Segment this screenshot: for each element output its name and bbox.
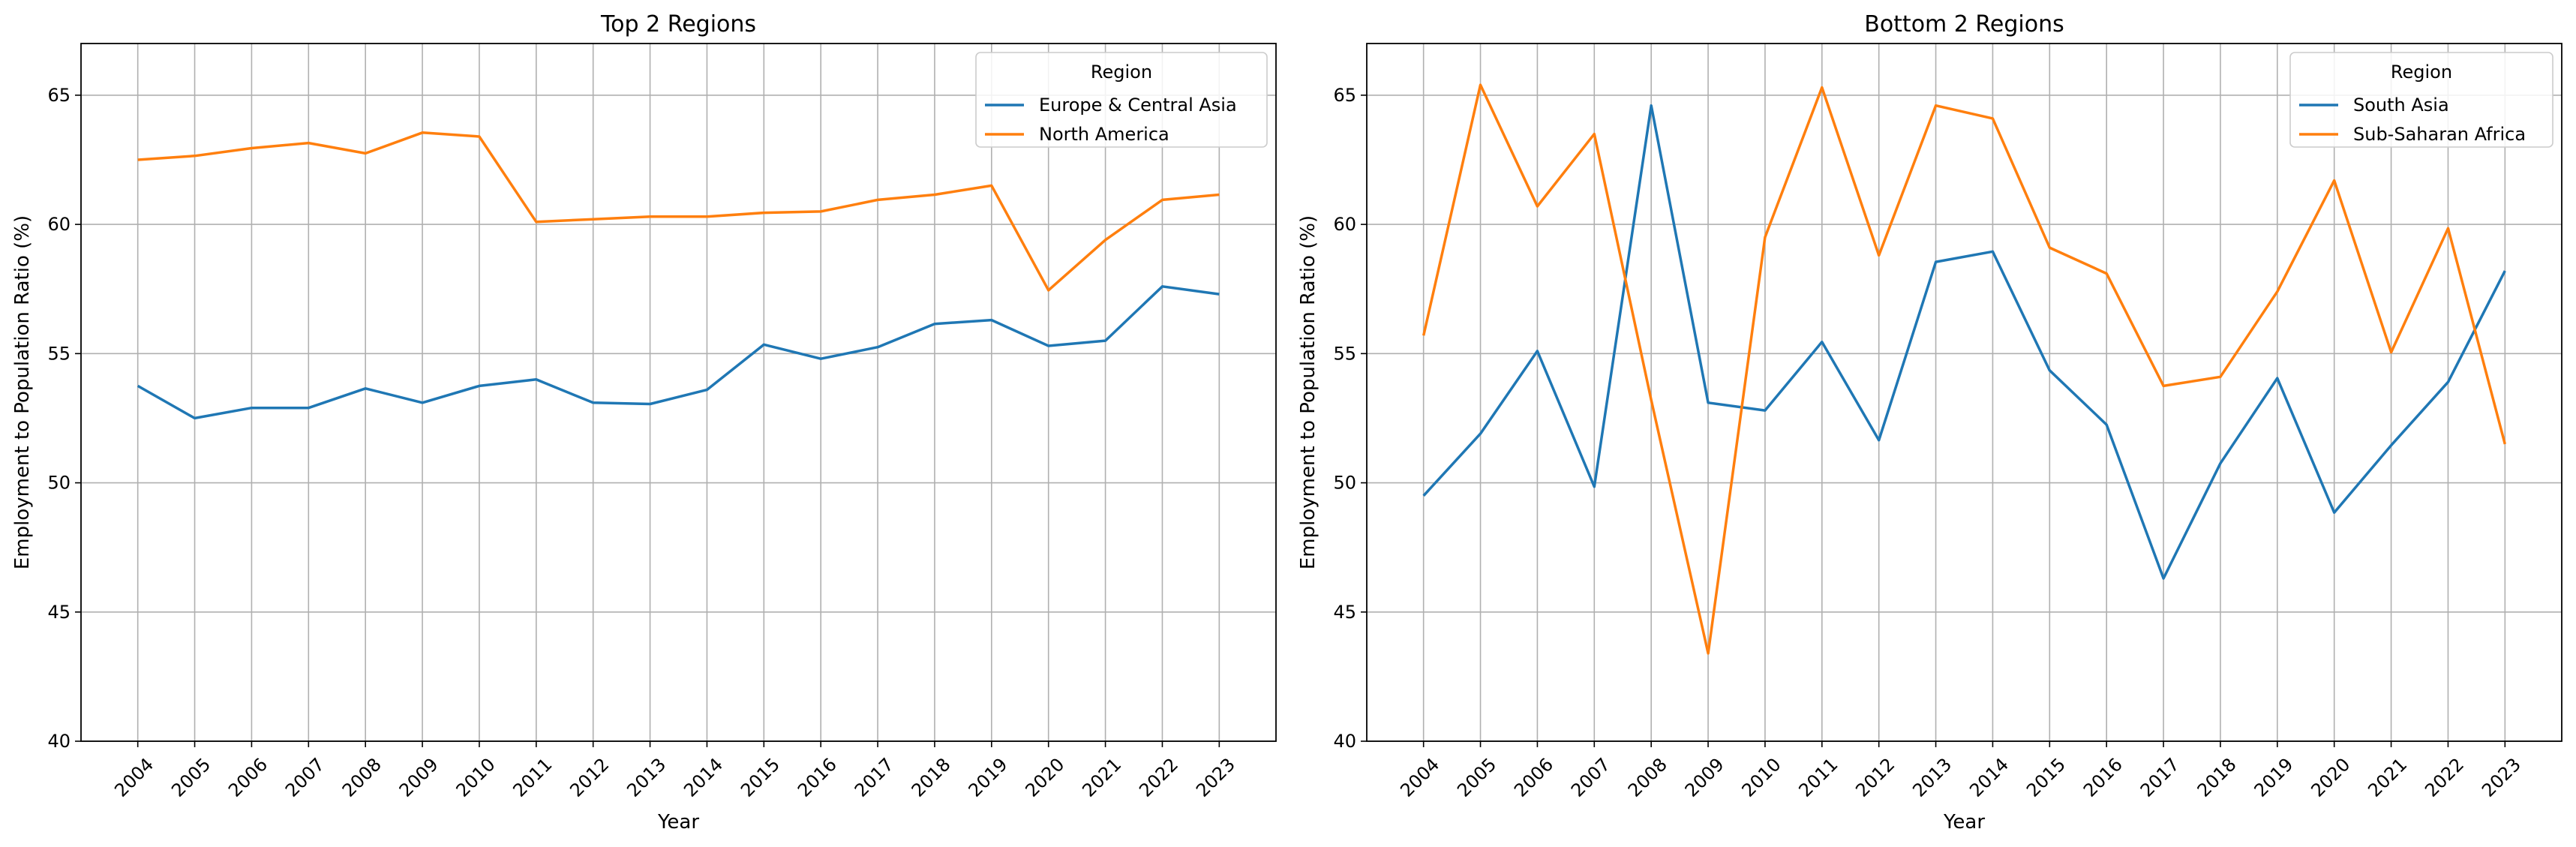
plot-frame bbox=[80, 43, 1277, 742]
legend-entry: South Asia bbox=[2353, 95, 2449, 116]
legend: Region Europe & Central Asia North America bbox=[975, 52, 1268, 148]
y-tick-label: 55 bbox=[1333, 343, 1356, 364]
y-tick-label: 55 bbox=[47, 343, 71, 364]
x-axis-label: Year bbox=[657, 811, 699, 833]
y-tick-label: 40 bbox=[1333, 731, 1356, 752]
chart-title: Top 2 Regions bbox=[600, 11, 756, 38]
legend-box bbox=[2289, 52, 2553, 148]
x-axis-label: Year bbox=[1943, 811, 1985, 833]
legend: Region South Asia Sub-Saharan Africa bbox=[2289, 52, 2553, 148]
y-tick-label: 45 bbox=[47, 602, 71, 623]
y-tick-label: 40 bbox=[47, 731, 71, 752]
plot-frame bbox=[1366, 43, 2562, 742]
legend-entry: Europe & Central Asia bbox=[1039, 95, 1237, 116]
series-line-north-america bbox=[137, 131, 1220, 292]
y-tick-label: 65 bbox=[1333, 85, 1356, 106]
y-tick-label: 60 bbox=[1333, 214, 1356, 235]
y-tick-label: 65 bbox=[47, 85, 71, 106]
legend-title: Region bbox=[1091, 62, 1152, 83]
series-line-sub-saharan-africa bbox=[1422, 83, 2506, 655]
y-tick-label: 60 bbox=[47, 214, 71, 235]
y-tick-label: 45 bbox=[1333, 602, 1356, 623]
y-tick-label: 50 bbox=[47, 473, 71, 494]
chart-title: Bottom 2 Regions bbox=[1864, 11, 2064, 38]
series-line-south-asia bbox=[1422, 104, 2506, 580]
legend-entry: Sub-Saharan Africa bbox=[2353, 124, 2526, 145]
legend-entry: North America bbox=[1039, 124, 1169, 145]
y-axis-label: Employment to Population Ratio (%) bbox=[11, 215, 34, 569]
legend-box bbox=[975, 52, 1268, 148]
y-axis-label: Employment to Population Ratio (%) bbox=[1297, 215, 1320, 569]
series-line-europe-central-asia bbox=[137, 285, 1220, 420]
y-tick-label: 50 bbox=[1333, 473, 1356, 494]
legend-title: Region bbox=[2391, 62, 2452, 83]
